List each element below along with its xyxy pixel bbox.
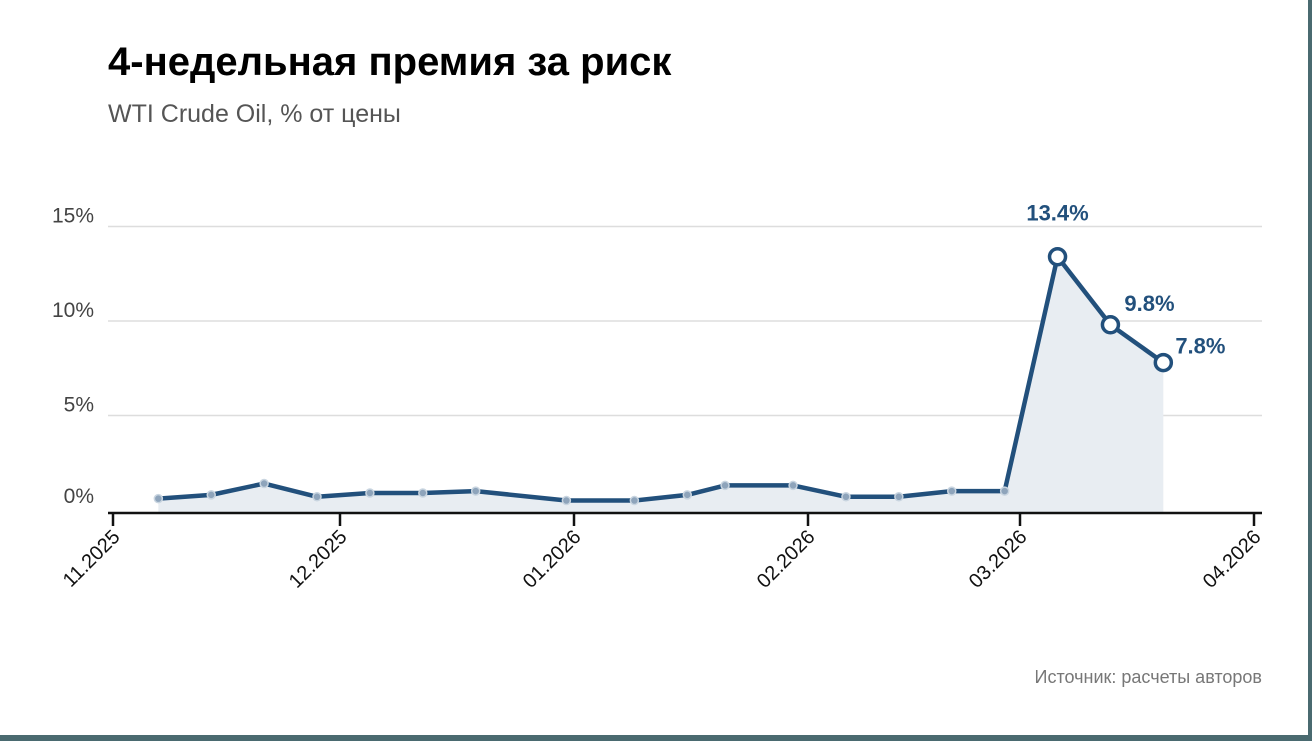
- data-point: [418, 488, 428, 498]
- source-note: Источник: расчеты авторов: [1034, 667, 1262, 687]
- data-point: [153, 493, 164, 504]
- data-point: [682, 490, 693, 500]
- x-tick-label: 12.2025: [285, 526, 352, 593]
- data-point: [946, 486, 957, 496]
- chart-subtitle: WTI Crude Oil, % от цены: [108, 100, 401, 128]
- data-point: [894, 492, 904, 502]
- y-tick-label: 15%: [52, 205, 94, 228]
- data-point: [1100, 315, 1121, 335]
- data-point: [629, 495, 640, 506]
- data-point: [312, 492, 322, 502]
- data-point: [470, 486, 481, 496]
- x-tick-label: 11.2025: [59, 526, 125, 592]
- value-annotations: 13.4% 9.8%7.8%: [1026, 201, 1225, 359]
- x-axis: 11.2025 12.2025 01.2026 02.2026 03.2026 04.20…: [59, 511, 1266, 593]
- data-point: [259, 478, 269, 489]
- data-point: [1153, 352, 1174, 373]
- y-tick-label: 0%: [64, 485, 94, 508]
- x-tick-label: 02.2026: [753, 526, 820, 593]
- data-point: [1047, 246, 1068, 267]
- data-point: [999, 486, 1010, 496]
- value-annotation: 9.8%: [1124, 291, 1174, 316]
- x-tick-label: 04.2026: [1199, 526, 1266, 593]
- value-annotation: 13.4%: [1026, 201, 1088, 226]
- value-annotation: 7.8%: [1175, 334, 1225, 359]
- x-tick-label: 03.2026: [965, 526, 1032, 593]
- data-line: [158, 254, 1165, 503]
- x-tick-label: 01.2026: [519, 526, 586, 593]
- data-points: [153, 246, 1174, 506]
- data-point: [561, 495, 572, 506]
- data-point: [788, 480, 798, 491]
- data-point: [206, 490, 216, 500]
- data-point: [365, 488, 375, 498]
- y-tick-label: 10%: [52, 299, 94, 322]
- data-point: [841, 492, 851, 502]
- data-point: [720, 480, 730, 491]
- y-axis-labels: 0% 5% 10% 15%: [52, 205, 94, 509]
- chart-title: 4-недельная премия за риск: [108, 40, 672, 84]
- area-fill: [158, 256, 1164, 512]
- y-tick-label: 5%: [64, 394, 94, 417]
